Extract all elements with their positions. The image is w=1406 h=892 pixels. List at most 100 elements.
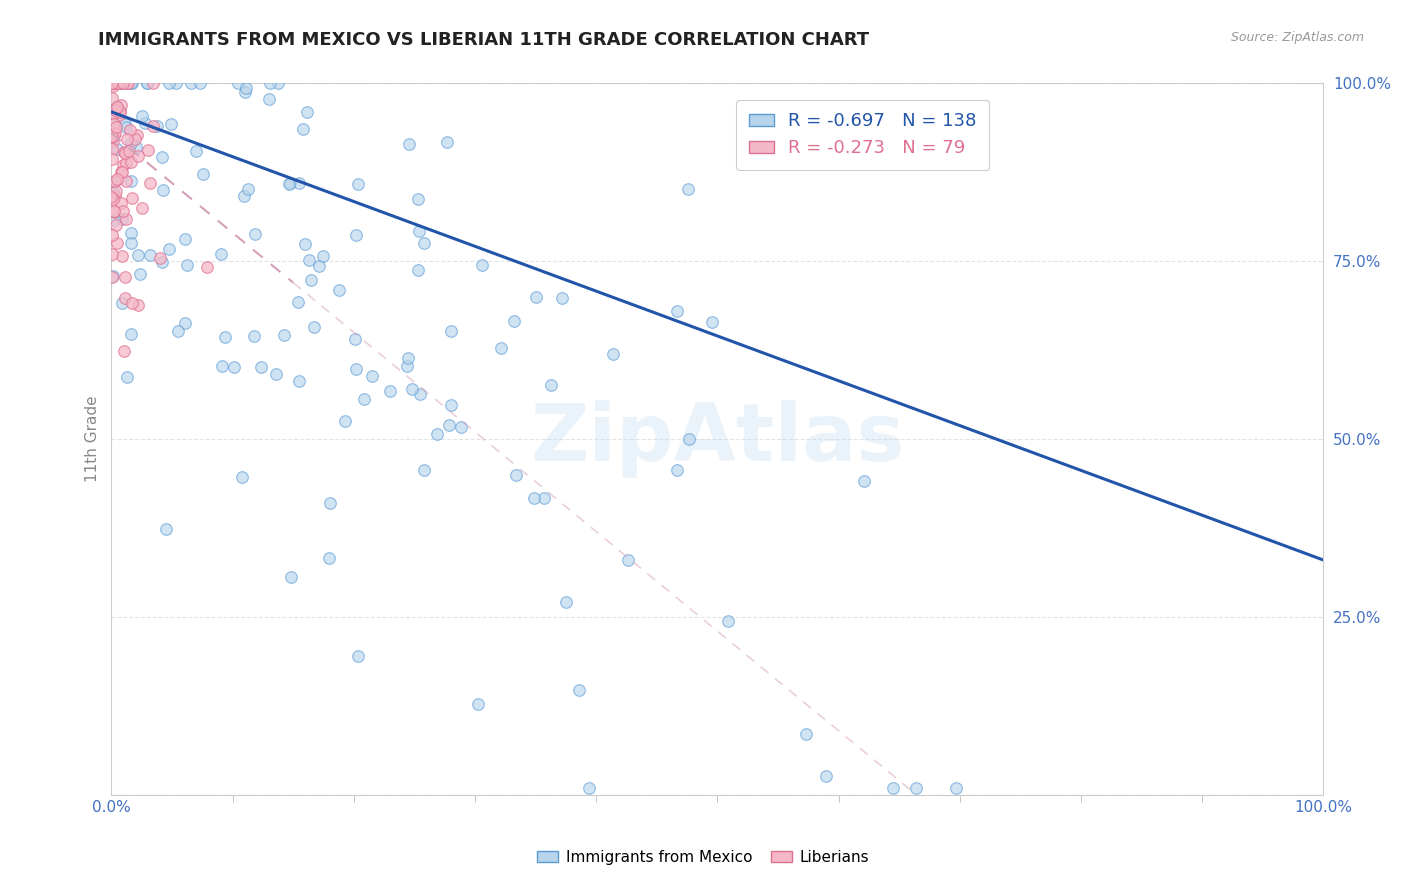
Point bbox=[111, 211, 134, 226]
Point bbox=[121, 191, 143, 205]
Point bbox=[101, 77, 124, 91]
Point bbox=[111, 165, 134, 179]
Point bbox=[105, 236, 128, 251]
Point bbox=[101, 77, 124, 91]
Point bbox=[395, 359, 418, 374]
Point bbox=[273, 327, 295, 342]
Point bbox=[101, 192, 124, 206]
Point bbox=[105, 218, 128, 232]
Point bbox=[101, 247, 124, 261]
Point bbox=[304, 319, 326, 334]
Point bbox=[193, 167, 215, 181]
Point bbox=[114, 145, 136, 160]
Point bbox=[114, 174, 136, 188]
Point bbox=[277, 178, 299, 192]
Point bbox=[104, 174, 127, 188]
Point bbox=[347, 649, 370, 664]
Point bbox=[160, 117, 183, 131]
Point bbox=[328, 283, 350, 297]
Point bbox=[224, 359, 246, 374]
Point bbox=[110, 104, 132, 119]
Point bbox=[104, 120, 127, 134]
Point bbox=[111, 158, 134, 172]
Point bbox=[136, 77, 159, 91]
Point bbox=[108, 104, 131, 119]
Text: ZipAtlas: ZipAtlas bbox=[530, 401, 904, 478]
Point bbox=[398, 136, 420, 151]
Point bbox=[103, 189, 125, 203]
Point bbox=[450, 420, 472, 434]
Point bbox=[233, 85, 256, 99]
Point bbox=[101, 128, 124, 143]
Point bbox=[110, 195, 132, 210]
Point bbox=[112, 344, 135, 359]
Point bbox=[114, 117, 136, 131]
Point bbox=[103, 105, 125, 120]
Point bbox=[121, 296, 143, 310]
Point bbox=[353, 392, 375, 406]
Point bbox=[318, 551, 340, 566]
Point bbox=[401, 382, 423, 396]
Legend: Immigrants from Mexico, Liberians: Immigrants from Mexico, Liberians bbox=[530, 844, 876, 871]
Point bbox=[120, 154, 142, 169]
Point bbox=[105, 77, 128, 91]
Point bbox=[413, 463, 436, 477]
Point bbox=[108, 77, 131, 91]
Point bbox=[409, 387, 432, 401]
Point bbox=[136, 143, 159, 157]
Point bbox=[678, 432, 700, 446]
Point bbox=[150, 254, 173, 268]
Point bbox=[105, 99, 128, 113]
Point bbox=[125, 139, 148, 153]
Point bbox=[406, 193, 429, 207]
Point bbox=[440, 324, 463, 338]
Point bbox=[115, 120, 138, 135]
Text: IMMIGRANTS FROM MEXICO VS LIBERIAN 11TH GRADE CORRELATION CHART: IMMIGRANTS FROM MEXICO VS LIBERIAN 11TH … bbox=[98, 31, 869, 49]
Point bbox=[396, 351, 419, 365]
Point bbox=[120, 226, 142, 240]
Point bbox=[505, 467, 527, 482]
Point bbox=[209, 246, 232, 260]
Point bbox=[100, 77, 122, 91]
Point bbox=[413, 236, 436, 251]
Point bbox=[101, 129, 124, 144]
Point bbox=[264, 368, 287, 382]
Point bbox=[128, 267, 150, 281]
Point bbox=[103, 205, 125, 219]
Point bbox=[104, 77, 127, 91]
Point bbox=[503, 314, 526, 328]
Point bbox=[523, 491, 546, 505]
Point bbox=[120, 327, 142, 342]
Point bbox=[152, 183, 174, 197]
Point bbox=[346, 177, 368, 191]
Point bbox=[238, 182, 260, 196]
Point bbox=[103, 128, 125, 142]
Point bbox=[112, 77, 135, 91]
Point bbox=[280, 176, 302, 190]
Point bbox=[173, 232, 195, 246]
Point bbox=[195, 260, 218, 274]
Point bbox=[120, 77, 142, 91]
Point bbox=[235, 81, 257, 95]
Point bbox=[257, 92, 280, 106]
Point bbox=[489, 341, 512, 355]
Point bbox=[115, 77, 138, 91]
Point bbox=[108, 77, 131, 91]
Point bbox=[440, 398, 463, 412]
Point bbox=[533, 491, 555, 506]
Point bbox=[297, 105, 319, 120]
Point bbox=[666, 303, 689, 318]
Point bbox=[578, 780, 600, 795]
Point bbox=[108, 77, 131, 91]
Point bbox=[439, 417, 461, 432]
Point bbox=[108, 108, 131, 122]
Point bbox=[117, 77, 139, 91]
Point bbox=[104, 77, 127, 91]
Point bbox=[100, 177, 122, 191]
Point bbox=[108, 77, 131, 91]
Point bbox=[467, 698, 489, 712]
Point bbox=[111, 77, 134, 91]
Point bbox=[794, 727, 817, 741]
Point bbox=[882, 780, 904, 795]
Point bbox=[131, 201, 153, 215]
